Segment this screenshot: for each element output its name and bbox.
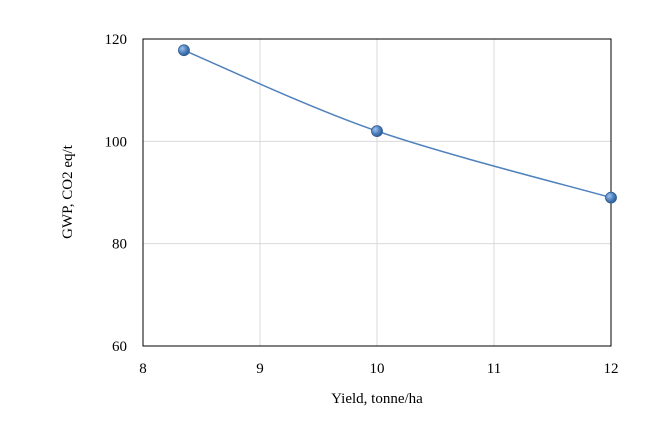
data-point xyxy=(371,125,383,138)
x-tick-label: 11 xyxy=(487,361,501,377)
x-tick-label: 9 xyxy=(256,361,264,377)
y-tick-label: 60 xyxy=(112,339,127,355)
y-axis-label: GWP, CO2 eq/t xyxy=(60,144,76,239)
x-tick-label: 10 xyxy=(370,361,385,377)
x-tick-label: 12 xyxy=(604,361,619,377)
tick-labels: 8 9 10 11 12 60 80 100 120 xyxy=(105,32,619,377)
data-point xyxy=(605,191,617,204)
x-tick-label: 8 xyxy=(139,361,147,377)
series-group xyxy=(178,44,617,204)
series-line xyxy=(183,49,612,199)
grid xyxy=(143,39,611,346)
y-tick-label: 100 xyxy=(105,134,128,150)
x-axis-label: Yield, tonne/ha xyxy=(331,391,423,407)
y-tick-label: 120 xyxy=(105,32,128,48)
y-tick-label: 80 xyxy=(112,237,127,253)
data-point xyxy=(178,44,190,57)
